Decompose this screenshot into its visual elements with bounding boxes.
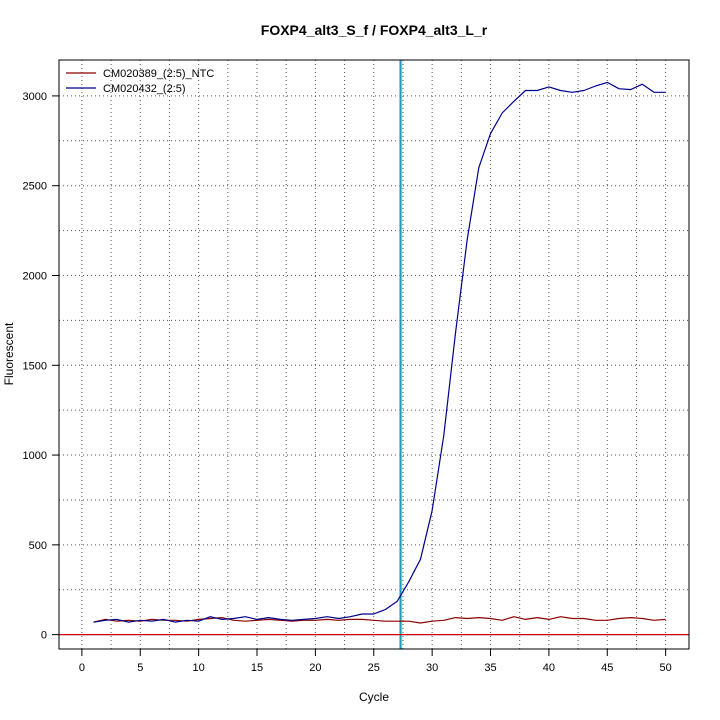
series-line-2: [93, 81, 666, 623]
x-tick-label: 20: [309, 662, 321, 674]
x-tick-label: 40: [543, 662, 555, 674]
legend-label-1: CM020389_(2:5)_NTC: [103, 68, 214, 80]
y-tick-label: 1000: [23, 450, 47, 462]
x-tick-label: 30: [426, 662, 438, 674]
x-tick-label: 10: [193, 662, 205, 674]
x-axis: 0 5 10 15 20 25 30 35 40 45 50: [79, 649, 672, 674]
legend-label-2: CM020432_(2:5): [103, 83, 186, 95]
x-tick-label: 5: [137, 662, 143, 674]
y-tick-label: 500: [29, 540, 47, 552]
y-axis-label: Fluorescent: [2, 322, 16, 385]
y-axis: 0 500 1000 1500 2000 2500 3000: [23, 91, 59, 642]
series-layer: [93, 81, 666, 624]
x-tick-label: 15: [251, 662, 263, 674]
y-tick-label: 1500: [23, 360, 47, 372]
x-tick-label: 25: [368, 662, 380, 674]
y-tick-label: 2000: [23, 270, 47, 282]
y-tick-label: 2500: [23, 181, 47, 193]
grid: [59, 60, 689, 649]
x-tick-label: 45: [601, 662, 613, 674]
x-tick-label: 50: [660, 662, 672, 674]
x-tick-label: 35: [484, 662, 496, 674]
x-tick-label: 0: [79, 662, 85, 674]
legend: CM020389_(2:5)_NTC CM020432_(2:5): [66, 68, 214, 95]
x-axis-label: Cycle: [359, 690, 389, 704]
y-tick-label: 3000: [23, 91, 47, 103]
chart-title: FOXP4_alt3_S_f / FOXP4_alt3_L_r: [261, 22, 488, 38]
y-tick-label: 0: [41, 630, 47, 642]
